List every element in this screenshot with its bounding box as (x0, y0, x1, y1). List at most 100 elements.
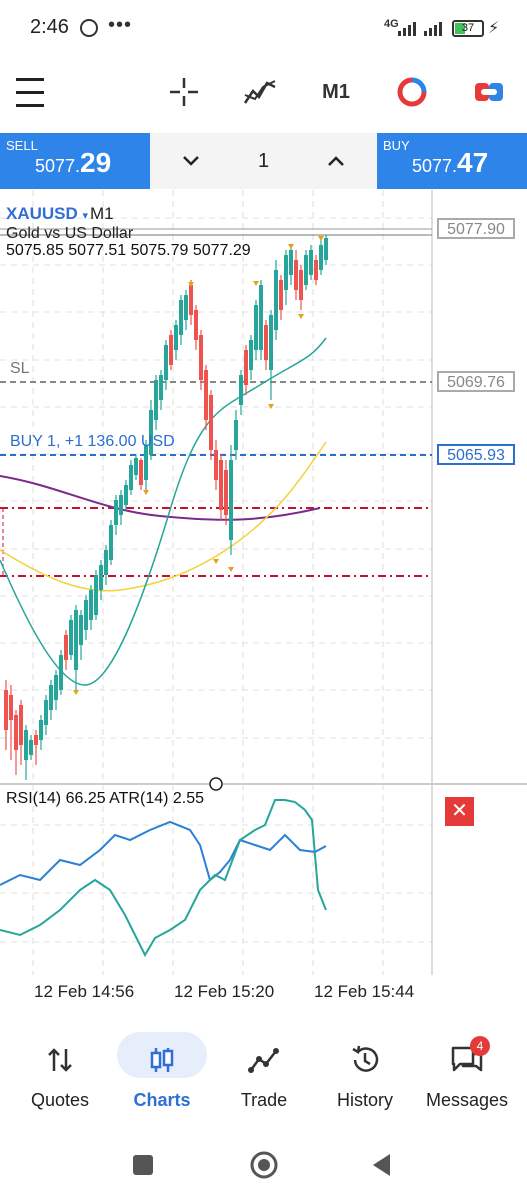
fractal-marker (298, 314, 304, 319)
candle-body (229, 460, 233, 540)
entry-price-tag[interactable]: 5065.93 (437, 444, 515, 465)
close-indicator-button[interactable]: ✕ (445, 797, 474, 826)
nav-quotes[interactable]: Quotes (10, 1030, 110, 1125)
candle-body (119, 495, 123, 515)
candle-body (294, 260, 298, 290)
battery-level: 37 (461, 22, 475, 34)
network-type: 4G (384, 18, 399, 30)
candle-body (269, 315, 273, 370)
fractal-marker (143, 490, 149, 495)
one-click-trading-icon[interactable] (395, 72, 429, 112)
candle-body (279, 280, 283, 310)
candle-body (139, 460, 143, 485)
candle-body (244, 350, 248, 385)
nav-trade[interactable]: Trade (214, 1030, 314, 1125)
sell-button[interactable]: SELL 5077.29 (0, 133, 150, 189)
candle-body (109, 525, 113, 560)
candle-body (69, 620, 73, 655)
candle-body (64, 635, 68, 660)
candle-body (114, 500, 118, 525)
candle-body (99, 565, 103, 590)
current-price-tag: 5077.90 (437, 218, 515, 239)
buy-label: BUY (383, 138, 410, 153)
candle-body (9, 695, 13, 720)
candle-body (239, 375, 243, 405)
candle-body (134, 458, 138, 475)
nav-label: History (336, 1090, 393, 1110)
fractal-marker (188, 282, 194, 287)
candle-body (39, 720, 43, 740)
fractal-marker (253, 281, 259, 286)
candle-body (84, 600, 88, 630)
indicator-label: RSI(14) 66.25 ATR(14) 2.55 (6, 790, 205, 807)
atr-line (0, 799, 327, 958)
sell-price: 5077.29 (35, 147, 112, 178)
nav-label: Charts (133, 1090, 191, 1110)
fractal-marker (213, 559, 219, 564)
stop-loss-price-tag[interactable]: 5069.76 (437, 371, 515, 392)
recent-apps-button[interactable] (133, 1155, 153, 1175)
ma-purple (0, 475, 321, 521)
volume-selector: 1 (150, 133, 377, 189)
candle-body (49, 685, 53, 710)
candle-body (319, 245, 323, 270)
chart-canvas[interactable] (0, 190, 527, 1020)
candle-body (299, 270, 303, 300)
candle-body (289, 250, 293, 275)
chart-toolbar: M1 (0, 60, 527, 130)
candle-body (284, 255, 288, 290)
nav-label: Messages (425, 1090, 509, 1110)
nav-history[interactable]: History (315, 1030, 415, 1125)
candle-body (219, 460, 223, 510)
price-chart[interactable]: XAUUSD ▾ M1 Gold vs US Dollar 5075.85 50… (0, 190, 527, 1020)
rsi-line (0, 820, 327, 886)
trade-panel-icon[interactable] (472, 72, 506, 112)
candle-body (4, 690, 8, 730)
back-button[interactable] (373, 1154, 390, 1176)
candle-body (199, 335, 203, 380)
candle-body (129, 465, 133, 490)
candle-body (214, 450, 218, 480)
volume-decrease-button[interactable] (182, 150, 200, 173)
signal-icon-2 (424, 22, 442, 36)
active-tab-highlight (117, 1032, 207, 1078)
candle-body (304, 255, 308, 285)
status-time: 2:46 (30, 16, 69, 38)
buy-price: 5077.47 (412, 147, 489, 178)
nav-messages[interactable]: Messages (417, 1030, 517, 1125)
candle-body (59, 655, 63, 690)
more-notifications-icon: ••• (108, 14, 133, 36)
candle-body (94, 575, 98, 615)
stop-loss-label[interactable]: SL (10, 360, 30, 377)
home-button[interactable] (250, 1151, 278, 1179)
position-label[interactable]: BUY 1, +1 136.00 USD (10, 433, 175, 450)
candle-body (79, 615, 83, 645)
messages-badge: 4 (470, 1036, 490, 1056)
candle-body (254, 305, 258, 350)
menu-icon[interactable] (15, 72, 45, 112)
chart-symbol[interactable]: XAUUSD ▾ (6, 204, 89, 223)
fractal-marker (318, 236, 324, 241)
candle-body (204, 370, 208, 420)
time-label: 12 Feb 15:20 (174, 982, 275, 1001)
chart-timeframe: M1 (90, 204, 114, 223)
candle-body (324, 238, 328, 260)
crosshair-icon[interactable] (166, 72, 202, 112)
volume-value[interactable]: 1 (257, 149, 270, 172)
candle-body (234, 420, 238, 450)
volume-increase-button[interactable] (327, 150, 345, 173)
buy-button[interactable]: BUY 5077.47 (377, 133, 527, 189)
candle-body (89, 590, 93, 620)
candle-body (174, 325, 178, 350)
ohlc-values: 5075.85 5077.51 5075.79 5077.29 (6, 242, 251, 259)
candle-body (179, 300, 183, 335)
candle-body (34, 735, 38, 745)
candle-body (194, 310, 198, 340)
timeframe-button[interactable]: M1 (322, 80, 350, 103)
panel-resize-handle (209, 777, 223, 791)
candle-body (104, 550, 108, 575)
nav-charts[interactable]: Charts (112, 1030, 212, 1125)
candle-body (44, 700, 48, 725)
indicators-icon[interactable] (243, 72, 277, 112)
candle-body (224, 470, 228, 515)
